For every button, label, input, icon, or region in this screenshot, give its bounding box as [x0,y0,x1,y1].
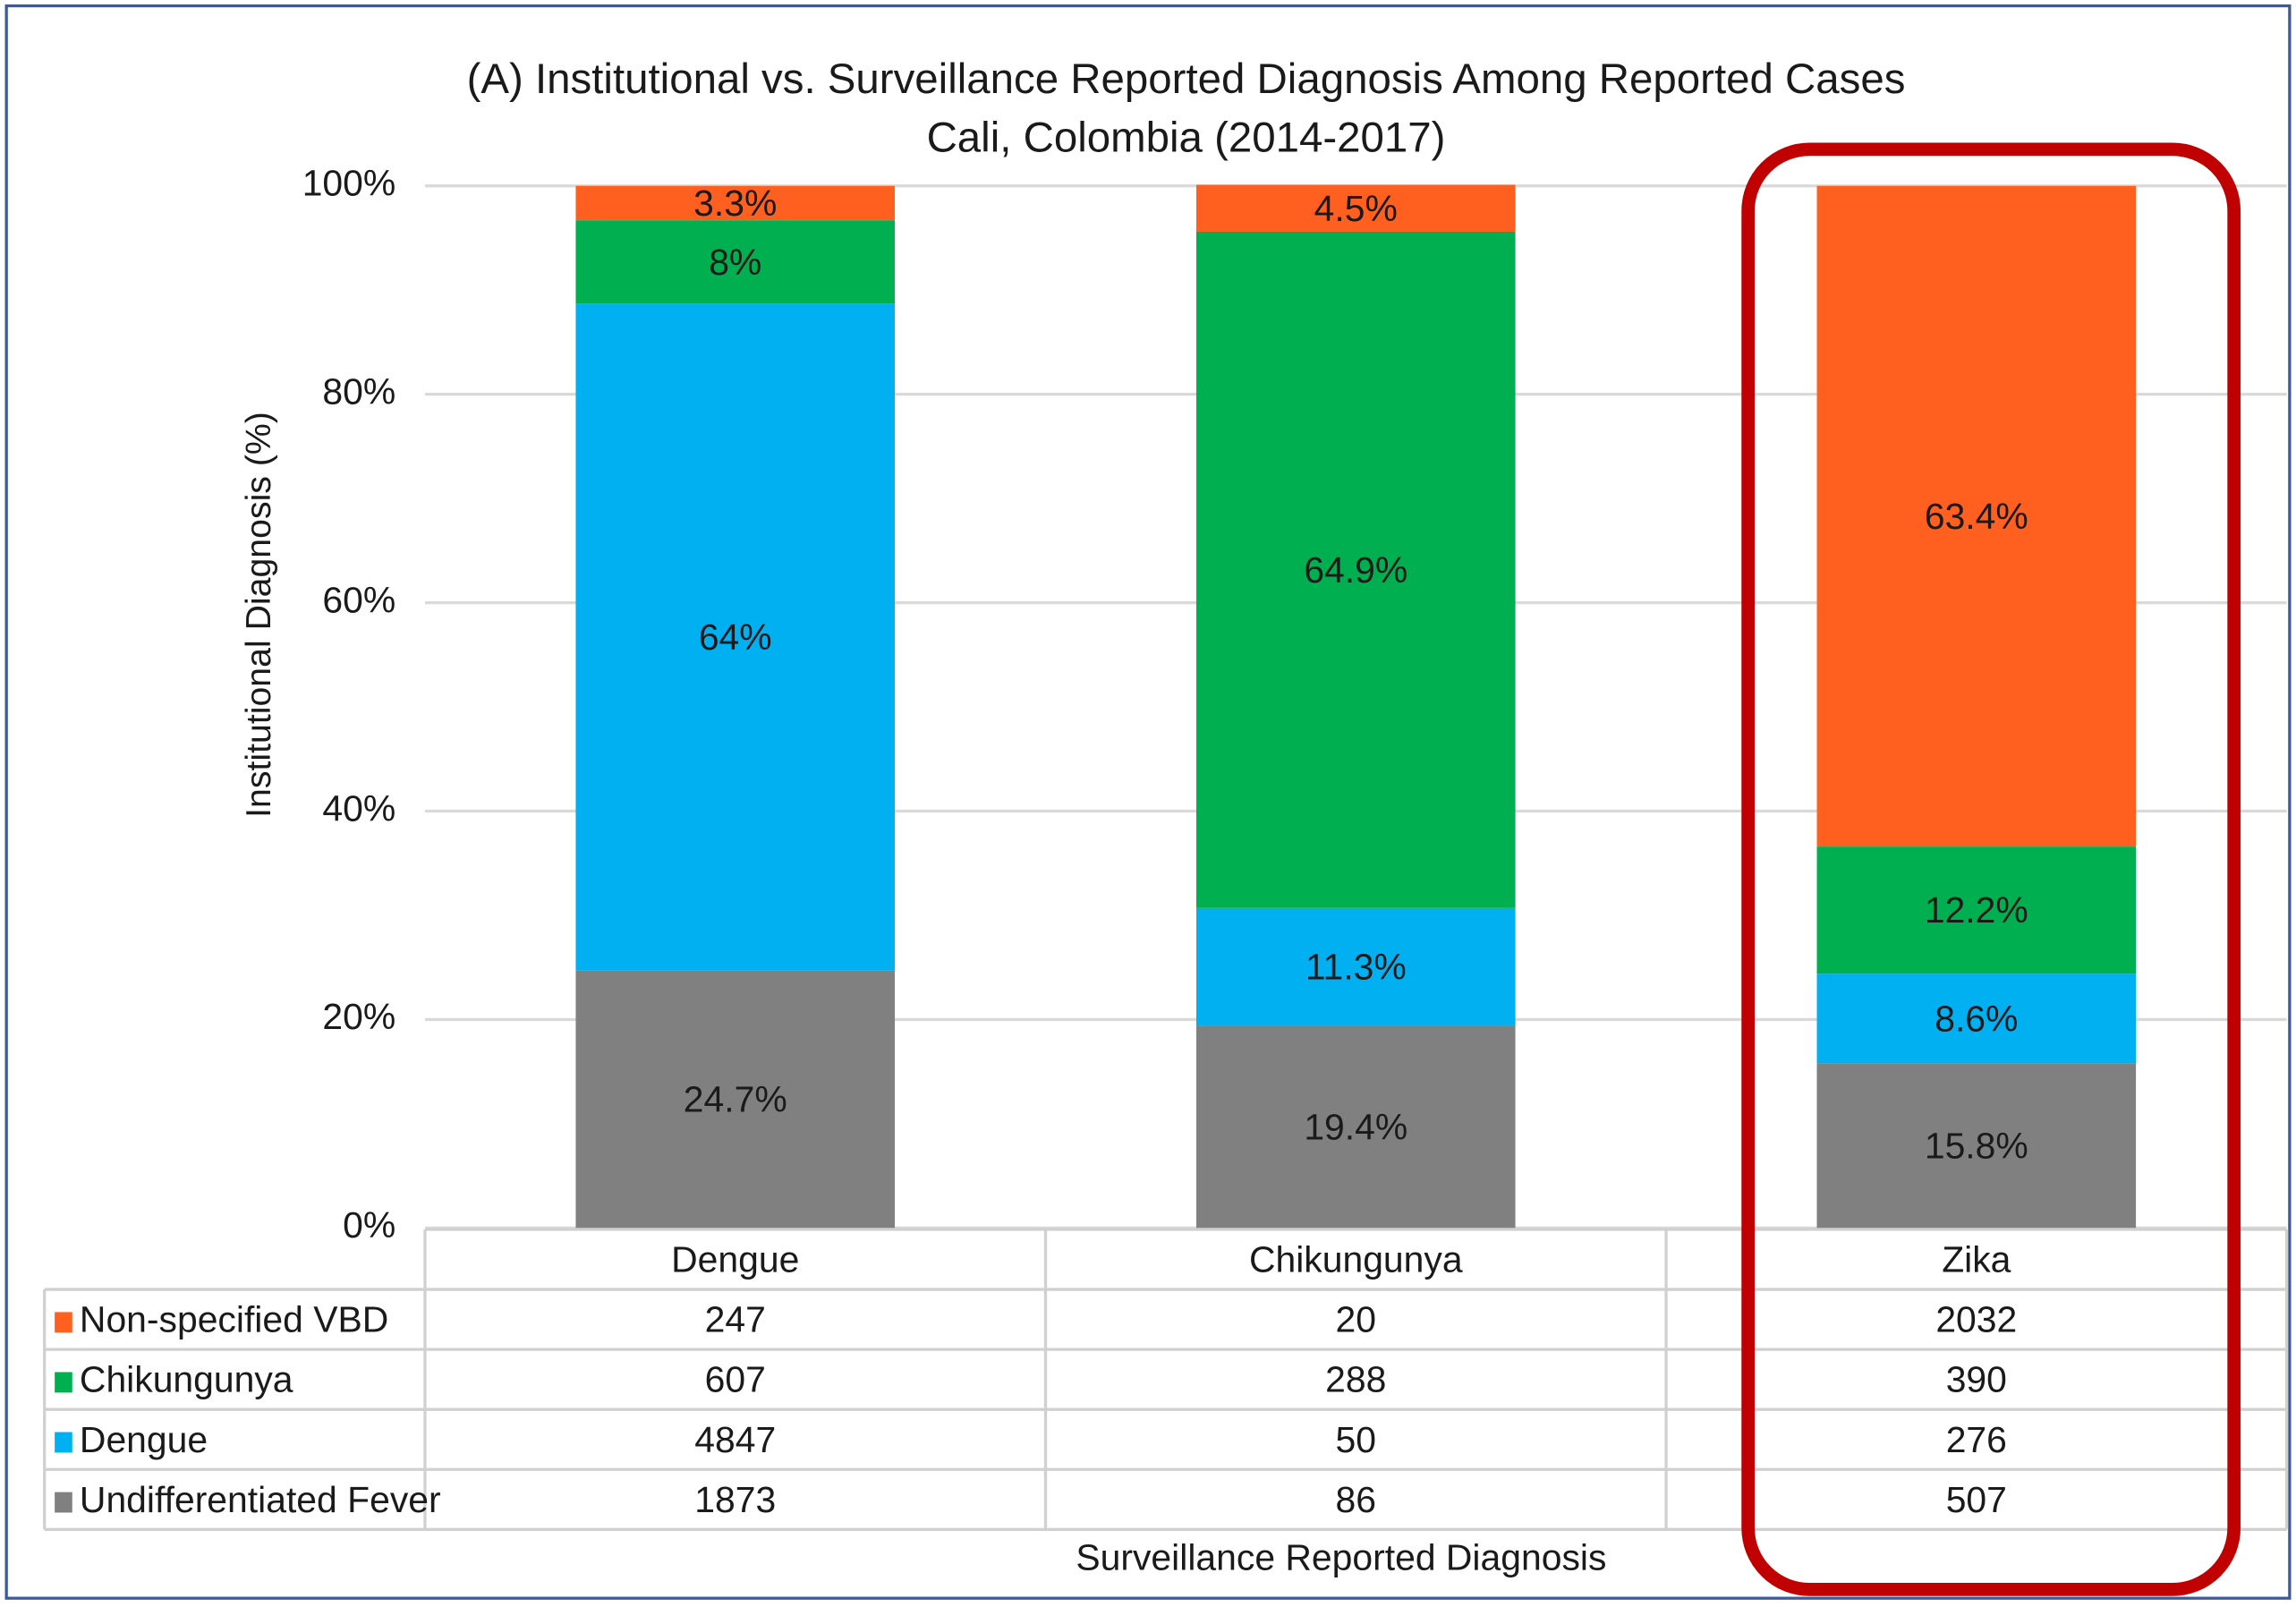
legend-label: Undifferentiated Fever [80,1479,441,1520]
data-label: 3.3% [693,183,777,224]
data-label: 19.4% [1304,1106,1407,1147]
table-cell: 1873 [694,1479,776,1520]
bar-segment [1816,974,2137,1064]
bar-segment [1816,185,2137,847]
table-cell: 20 [1336,1299,1376,1340]
table-cell: 507 [1946,1479,2007,1520]
bar-segment [1816,846,2137,974]
bar-segment [575,220,896,304]
table-cell: 276 [1946,1419,2007,1460]
data-label: 8.6% [1935,998,2018,1039]
bar-segment [1816,1063,2137,1229]
table-cell: 50 [1336,1419,1376,1460]
bar-segment [575,185,896,221]
data-label: 15.8% [1925,1125,2028,1166]
x-tick-label: Chikungunya [1249,1239,1463,1280]
x-axis-title: Surveillance Reported Diagnosis [1076,1536,1606,1577]
chart-subtitle: Cali, Colombia (2014-2017) [927,115,1446,162]
chart-title: (A) Institutional vs. Surveillance Repor… [467,55,1906,103]
frame [4,4,2292,1600]
legend-label: Dengue [80,1419,208,1460]
plot: 0% 20% 40% 60% 80% 100% 24.7% 64% 8% 3.3% 19.4% 11.… [43,163,2289,1531]
y-tick-label: 20% [322,996,395,1037]
y-tick-label: 100% [302,163,396,204]
y-axis-title: Institutional Diagnosis (%) [239,412,278,818]
bar-segment [575,970,896,1229]
table-cell: 4847 [694,1419,776,1460]
bar-segment [1195,1025,1516,1229]
data-label: 63.4% [1925,496,2028,537]
table-cell: 86 [1336,1479,1376,1520]
x-tick-label: Dengue [671,1239,799,1280]
legend-swatch [55,1432,72,1453]
data-label: 24.7% [684,1079,787,1120]
data-label: 64.9% [1304,549,1407,591]
bar-segment [1195,231,1516,908]
legend-swatch [55,1312,72,1333]
y-tick-label: 80% [322,370,395,412]
legend-swatch [55,1372,72,1393]
highlight-box [1741,142,2241,1596]
y-tick-label: 60% [322,579,395,620]
data-label: 8% [709,242,761,283]
data-label: 12.2% [1925,889,2028,931]
y-tick-label: 0% [343,1204,395,1246]
table-cell: 2032 [1935,1299,2017,1340]
y-tick-label: 40% [322,787,395,829]
table-cell: 247 [705,1299,766,1340]
x-tick-label: Zika [1942,1239,2011,1280]
table-cell: 288 [1325,1359,1386,1400]
legend-swatch [55,1492,72,1513]
bar-segment [1195,907,1516,1026]
bar-segment [1195,184,1516,232]
bar-segment [575,303,896,971]
table-cell: 390 [1946,1359,2007,1400]
legend-label: Non-specified VBD [80,1299,388,1340]
table-cell: 607 [705,1359,766,1400]
legend-label: Chikungunya [80,1359,293,1400]
data-label: 64% [699,616,772,658]
data-label: 11.3% [1305,947,1407,988]
data-label: 4.5% [1314,188,1398,229]
